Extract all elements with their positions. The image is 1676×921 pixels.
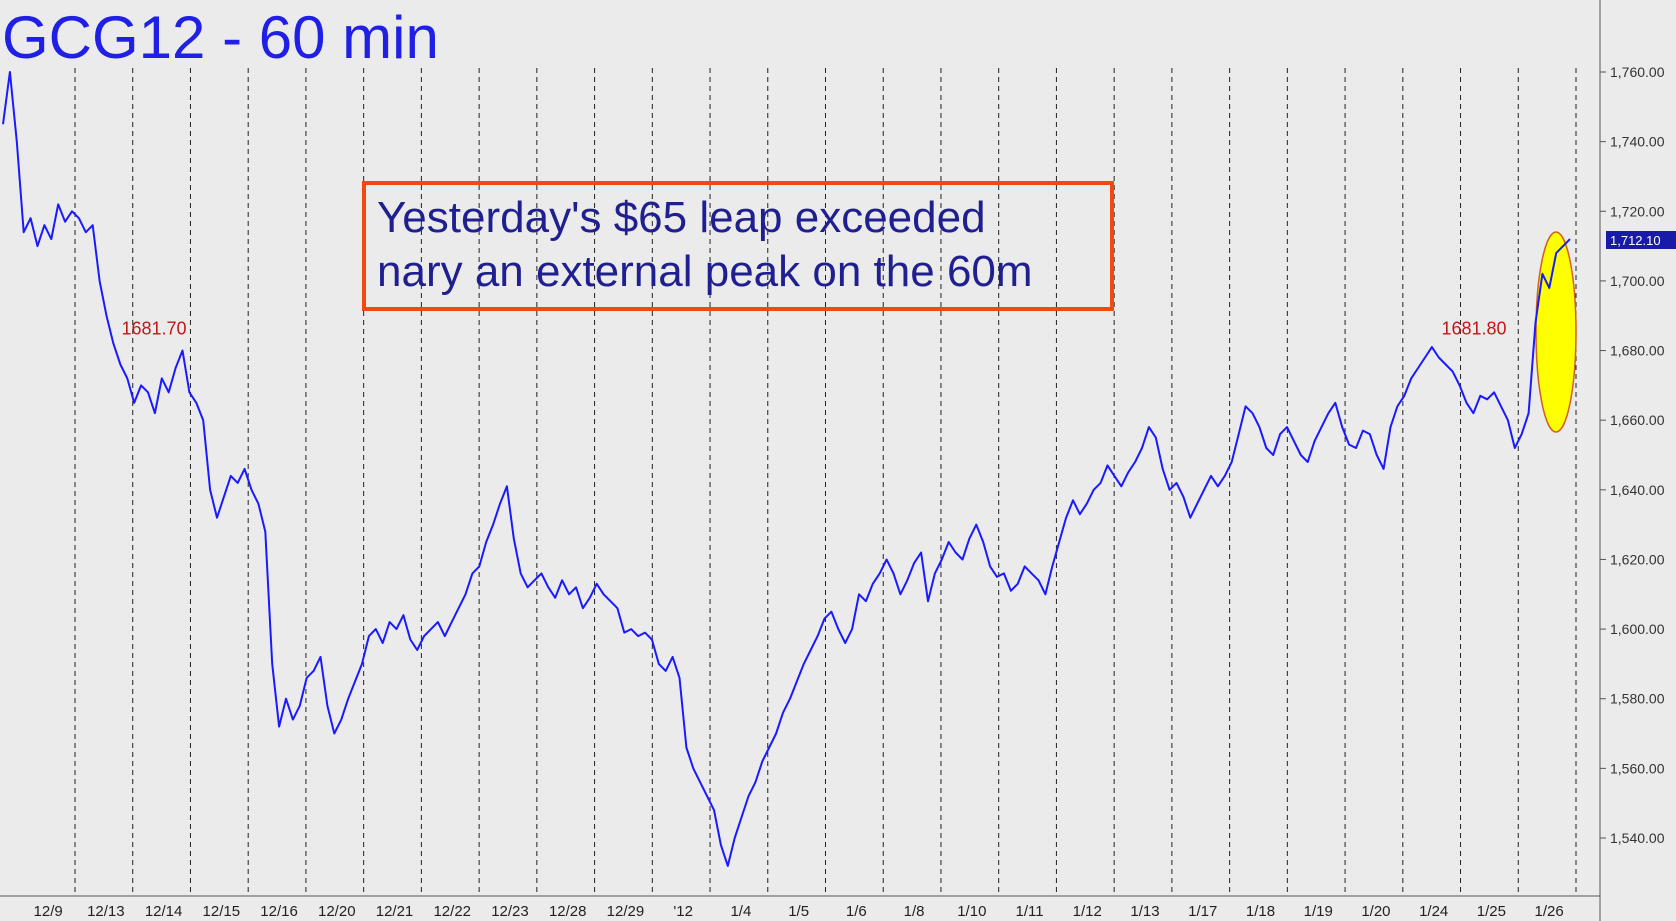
annotation-box-border <box>362 181 1114 311</box>
annotation-line-1: Yesterday's $65 leap exceeded <box>377 193 986 242</box>
x-tick-label: 1/26 <box>1535 903 1564 920</box>
session-gridlines <box>74 68 1577 896</box>
y-tick-label: 1,580.00 <box>1610 691 1665 707</box>
x-tick-label: 1/5 <box>788 903 809 920</box>
x-tick-label: 12/15 <box>203 903 241 920</box>
y-tick-label: 1,720.00 <box>1610 203 1665 219</box>
x-tick-label: 1/10 <box>957 903 986 920</box>
y-tick-label: 1,640.00 <box>1610 482 1665 498</box>
x-tick-label: 12/20 <box>318 903 356 920</box>
x-tick-label: 12/16 <box>260 903 298 920</box>
x-tick-label: 12/22 <box>433 903 471 920</box>
x-tick-label: 1/13 <box>1130 903 1159 920</box>
y-tick-label: 1,620.00 <box>1610 551 1665 567</box>
x-tick-label: 1/19 <box>1304 903 1333 920</box>
y-tick-label: 1,740.00 <box>1610 134 1665 150</box>
x-tick-label: 12/28 <box>549 903 587 920</box>
y-tick-label: 1,560.00 <box>1610 760 1665 776</box>
highlight-ellipse <box>1535 231 1577 433</box>
y-tick-label: 1,760.00 <box>1610 64 1665 80</box>
x-tick-label: 1/25 <box>1477 903 1506 920</box>
x-tick-label: 1/20 <box>1361 903 1390 920</box>
peak-label: 1681.70 <box>121 319 186 339</box>
x-tick-label: 1/6 <box>846 903 867 920</box>
x-tick-label: '12 <box>673 903 693 920</box>
last-price-box <box>1606 231 1676 249</box>
x-tick-label: 12/14 <box>145 903 183 920</box>
x-tick-label: 1/4 <box>730 903 751 920</box>
x-tick-label: 1/18 <box>1246 903 1275 920</box>
y-tick-label: 1,540.00 <box>1610 830 1665 846</box>
x-tick-label: 1/8 <box>904 903 925 920</box>
x-tick-label: 12/13 <box>87 903 125 920</box>
annotation-box: Yesterday's $65 leap exceeded nary an ex… <box>362 181 1114 311</box>
x-tick-label: 12/23 <box>491 903 529 920</box>
y-tick-label: 1,660.00 <box>1610 412 1665 428</box>
annotation-line-2: nary an external peak on the 60m <box>377 247 1033 296</box>
peak-labels: 1681.70 1681.80 <box>121 318 1506 338</box>
x-tick-label: 1/24 <box>1419 903 1448 920</box>
x-tick-label: 12/29 <box>607 903 645 920</box>
last-price-label: 1,712.10 <box>1610 233 1661 248</box>
x-tick-label: 12/9 <box>34 903 63 920</box>
x-tick-label: 12/21 <box>376 903 414 920</box>
y-tick-label: 1,600.00 <box>1610 621 1665 637</box>
y-tick-label: 1,700.00 <box>1610 273 1665 289</box>
x-tick-label: 1/11 <box>1016 903 1044 920</box>
y-tick-label: 1,680.00 <box>1610 343 1665 359</box>
price-series-line <box>2 71 1571 867</box>
chart-title: GCG12 - 60 min <box>2 4 439 71</box>
date-axis: 12/9 12/13 12/14 12/15 12/16 12/20 12/21 12/22 1… <box>0 895 1600 920</box>
last-price-marker: 1,712.10 <box>1606 231 1676 249</box>
price-axis: 1,540.00 1,560.00 1,580.00 1,600.00 1,620.00… <box>1599 0 1665 921</box>
x-tick-label: 1/17 <box>1188 903 1217 920</box>
peak-label: 1681.80 <box>1441 318 1506 338</box>
x-tick-label: 1/12 <box>1073 903 1102 920</box>
